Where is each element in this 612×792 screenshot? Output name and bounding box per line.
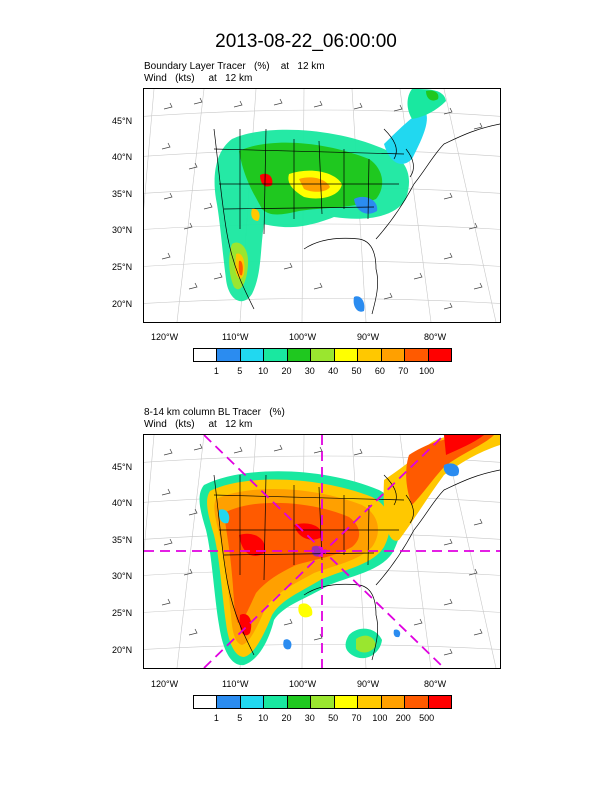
map-panel-2-svg bbox=[144, 435, 500, 668]
lat-label: 30°N bbox=[112, 571, 133, 581]
map-panel-2 bbox=[143, 434, 501, 669]
colorbar-swatch bbox=[287, 349, 312, 361]
lon-label: 110°W bbox=[222, 332, 249, 342]
panel-1-label-line2: Wind (kts) at 12 km bbox=[144, 73, 253, 84]
lat-label: 40°N bbox=[112, 152, 133, 162]
panel-1-label-line1: Boundary Layer Tracer (%) at 12 km bbox=[144, 61, 325, 72]
map-panel-1 bbox=[143, 88, 501, 323]
panel-1-label: Boundary Layer Tracer (%) at 12 km Wind … bbox=[144, 61, 325, 85]
colorbar-label: 20 bbox=[281, 366, 292, 376]
colorbar-swatch bbox=[217, 696, 241, 708]
lat-label: 35°N bbox=[112, 535, 133, 545]
panel-2-label-line2: Wind (kts) at 12 km bbox=[144, 419, 253, 430]
colorbar-label: 5 bbox=[237, 713, 243, 723]
lon-label: 80°W bbox=[424, 679, 447, 689]
colorbar-swatch bbox=[311, 349, 335, 361]
colorbar-label: 5 bbox=[237, 366, 243, 376]
tracer-plume-1 bbox=[214, 89, 446, 312]
lon-label: 90°W bbox=[357, 332, 380, 342]
colorbar-2 bbox=[193, 695, 452, 709]
lon-label: 120°W bbox=[151, 679, 179, 689]
colorbar-label: 60 bbox=[374, 366, 385, 376]
colorbar-swatch bbox=[264, 349, 288, 361]
colorbar-label: 70 bbox=[351, 713, 362, 723]
lat-label: 20°N bbox=[112, 299, 133, 309]
lat-label: 40°N bbox=[112, 498, 133, 508]
colorbar-swatch bbox=[264, 696, 288, 708]
colorbar-swatch bbox=[311, 696, 335, 708]
lat-label: 45°N bbox=[112, 462, 133, 472]
colorbar-1 bbox=[193, 348, 452, 362]
colorbar-label: 200 bbox=[395, 713, 411, 723]
map-panel-1-svg bbox=[144, 89, 500, 322]
colorbar-swatch bbox=[358, 349, 382, 361]
lon-label: 120°W bbox=[151, 332, 179, 342]
panel-2-label-line1: 8-14 km column BL Tracer (%) bbox=[144, 407, 285, 418]
colorbar-label: 30 bbox=[304, 713, 315, 723]
lon-label: 90°W bbox=[357, 679, 380, 689]
colorbar-label: 50 bbox=[351, 366, 362, 376]
colorbar-swatch bbox=[428, 349, 451, 361]
lat-label: 25°N bbox=[112, 262, 133, 272]
lat-label: 25°N bbox=[112, 608, 133, 618]
colorbar-label: 100 bbox=[419, 366, 435, 376]
colorbar-label: 10 bbox=[258, 713, 269, 723]
lon-label: 100°W bbox=[289, 332, 317, 342]
colorbar-swatch bbox=[405, 696, 429, 708]
colorbar-label: 30 bbox=[304, 366, 315, 376]
colorbar-label: 50 bbox=[328, 713, 339, 723]
colorbar-swatch bbox=[194, 349, 218, 361]
colorbar-label: 20 bbox=[281, 713, 292, 723]
cross-section-lines bbox=[144, 435, 500, 668]
colorbar-swatch bbox=[428, 696, 451, 708]
colorbar-label: 10 bbox=[258, 366, 269, 376]
wind-barbs-1 bbox=[161, 97, 483, 310]
colorbar-label: 70 bbox=[398, 366, 409, 376]
lon-label: 100°W bbox=[289, 679, 317, 689]
coastlines-1 bbox=[213, 123, 500, 315]
colorbar-swatch bbox=[334, 349, 359, 361]
colorbar-swatch bbox=[240, 349, 265, 361]
colorbar-swatch bbox=[240, 696, 265, 708]
colorbar-label: 1 bbox=[213, 713, 219, 723]
lat-label: 35°N bbox=[112, 189, 133, 199]
page-title: 2013-08-22_06:00:00 bbox=[215, 31, 397, 52]
lon-label: 80°W bbox=[424, 332, 447, 342]
colorbar-label: 500 bbox=[419, 713, 435, 723]
lat-label: 30°N bbox=[112, 225, 133, 235]
tracer-plume-2 bbox=[199, 435, 500, 666]
lon-label: 110°W bbox=[222, 679, 249, 689]
lat-label: 20°N bbox=[112, 645, 133, 655]
coastlines-2 bbox=[213, 469, 500, 661]
lat-label: 45°N bbox=[112, 116, 133, 126]
colorbar-swatch bbox=[405, 349, 429, 361]
colorbar-label: 100 bbox=[372, 713, 388, 723]
wind-barbs-2 bbox=[161, 443, 483, 656]
colorbar-swatch bbox=[381, 696, 406, 708]
colorbar-swatch bbox=[358, 696, 382, 708]
colorbar-swatch bbox=[217, 349, 241, 361]
panel-2-label: 8-14 km column BL Tracer (%) Wind (kts) … bbox=[144, 407, 285, 431]
colorbar-swatch bbox=[381, 349, 406, 361]
colorbar-label: 1 bbox=[213, 366, 219, 376]
colorbar-label: 40 bbox=[328, 366, 339, 376]
colorbar-swatch bbox=[287, 696, 312, 708]
colorbar-swatch bbox=[334, 696, 359, 708]
colorbar-swatch bbox=[194, 696, 218, 708]
